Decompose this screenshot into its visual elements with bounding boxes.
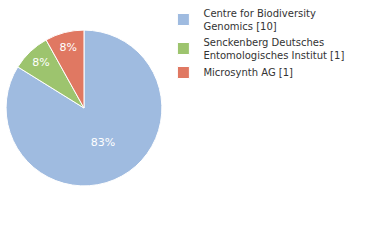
- svg-text:Centre for BiodiversityGenomic: Centre for BiodiversityGenomics [10]: [203, 8, 316, 32]
- svg-text:83%: 83%: [91, 136, 115, 149]
- svg-text:8%: 8%: [60, 41, 77, 54]
- svg-text:8%: 8%: [32, 56, 49, 69]
- svg-text:Senckenberg DeutschesEntomolog: Senckenberg DeutschesEntomologisches Ins…: [203, 37, 344, 61]
- svg-text:Microsynth AG [1]: Microsynth AG [1]: [203, 67, 293, 78]
